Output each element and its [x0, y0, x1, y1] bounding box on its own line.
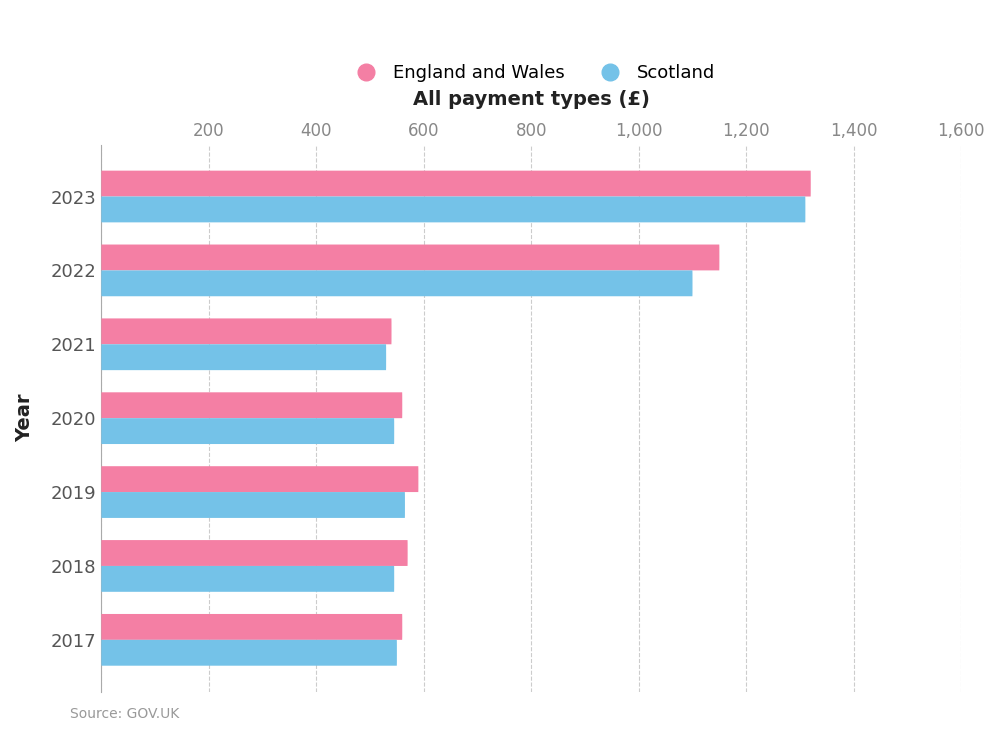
Y-axis label: Year: Year [15, 394, 34, 442]
FancyBboxPatch shape [101, 540, 408, 566]
FancyBboxPatch shape [101, 244, 719, 270]
FancyBboxPatch shape [101, 344, 386, 370]
FancyBboxPatch shape [101, 392, 402, 418]
X-axis label: All payment types (£): All payment types (£) [413, 91, 650, 109]
FancyBboxPatch shape [101, 197, 805, 222]
FancyBboxPatch shape [101, 466, 418, 492]
Text: Source: GOV.UK: Source: GOV.UK [70, 707, 179, 721]
FancyBboxPatch shape [101, 319, 392, 344]
FancyBboxPatch shape [101, 492, 405, 518]
Legend: England and Wales, Scotland: England and Wales, Scotland [339, 55, 724, 91]
FancyBboxPatch shape [101, 418, 394, 444]
FancyBboxPatch shape [101, 566, 394, 592]
FancyBboxPatch shape [101, 171, 811, 197]
FancyBboxPatch shape [101, 640, 397, 665]
FancyBboxPatch shape [101, 614, 402, 640]
FancyBboxPatch shape [101, 270, 693, 297]
